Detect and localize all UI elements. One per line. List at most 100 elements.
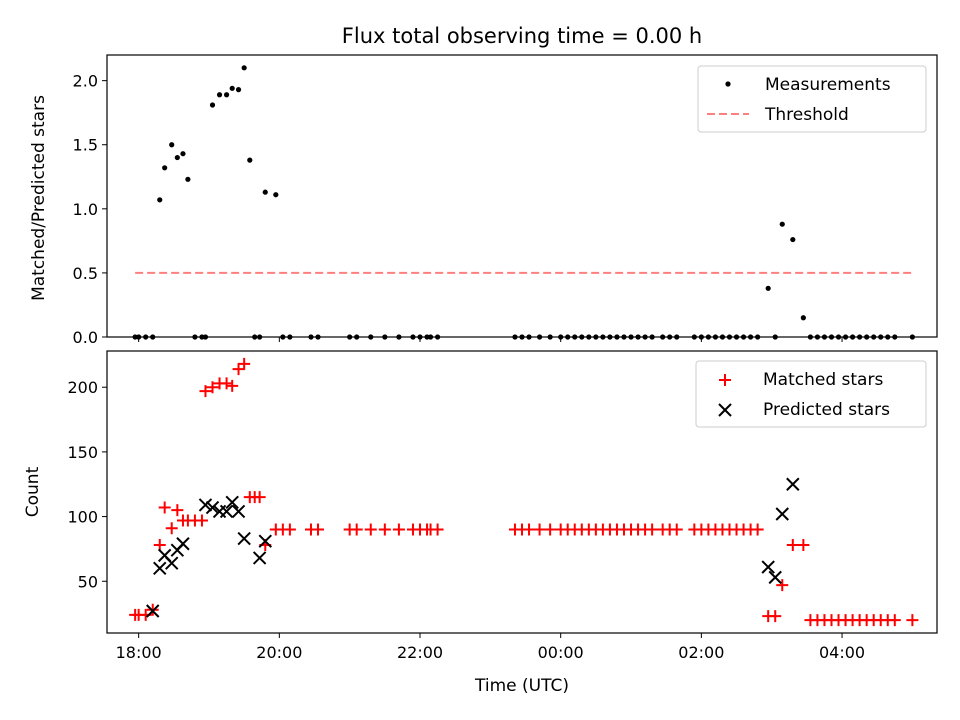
- bottom-axes-frame: [106, 350, 938, 634]
- matched-star-point: [226, 379, 239, 392]
- predicted-star-point: [252, 551, 267, 565]
- measurement-point: [765, 285, 771, 291]
- matched-star-point: [392, 523, 405, 536]
- matched-star-point: [238, 357, 251, 370]
- predicted-star-point: [231, 504, 246, 519]
- matched-star-point: [769, 610, 782, 623]
- measurement-point: [185, 176, 191, 182]
- bottom-legend: Matched stars Predicted stars: [695, 360, 927, 428]
- bottom-y-axis: 50 100 150 200: [67, 378, 107, 591]
- matched-star-point: [153, 539, 166, 552]
- top-legend: Measurements Threshold: [697, 65, 927, 133]
- matched-star-point: [797, 539, 810, 552]
- measurement-point: [174, 154, 180, 161]
- matched-star-point: [312, 523, 325, 536]
- measurement-point: [273, 192, 279, 198]
- measurement-point: [247, 157, 253, 163]
- bottom-legend-box: [695, 360, 927, 428]
- matched-star-point: [751, 523, 764, 536]
- measurement-point: [209, 102, 216, 108]
- top-legend-box: [697, 65, 927, 133]
- matched-star-point: [646, 523, 659, 536]
- matched-stars-legend-label: Matched stars: [763, 370, 883, 390]
- top-ylabel: Matched/Predicted stars: [29, 95, 49, 301]
- matched-star-point: [165, 522, 178, 535]
- matched-star-point: [158, 501, 171, 514]
- measurement-point: [800, 315, 806, 321]
- matched-star-point: [220, 377, 233, 390]
- matched-star-point: [888, 614, 901, 627]
- measurement-point: [235, 87, 242, 93]
- top-panel: Flux total observing time = 0.00 h Match…: [29, 24, 938, 347]
- x-tick-label: 04:00: [819, 643, 865, 662]
- top-data-area: [132, 65, 915, 340]
- measurement-point: [169, 142, 175, 148]
- predicted-star-point: [176, 537, 190, 551]
- y-tick-label: 1.0: [73, 200, 98, 219]
- measurement-point: [779, 221, 785, 227]
- matched-star-point: [378, 523, 391, 536]
- measurement-point: [180, 151, 186, 157]
- measurement-point: [229, 85, 235, 91]
- predicted-star-point: [258, 534, 272, 548]
- y-tick-label: 2.0: [73, 72, 98, 91]
- predicted-star-point: [219, 504, 234, 519]
- x-tick-label: 22:00: [397, 643, 443, 662]
- bottom-panel: Count Time (UTC) 50 100 150 200 18:00 20:00 2…: [23, 350, 938, 696]
- predicted-star-point: [237, 531, 251, 546]
- measurement-point: [241, 65, 247, 71]
- top-y-axis: 0.0 0.5 1.0 1.5 2.0: [73, 72, 107, 347]
- y-tick-label: 0.0: [73, 328, 98, 347]
- bottom-data-area: [129, 357, 919, 627]
- x-tick-label: 02:00: [678, 643, 724, 662]
- y-tick-label: 50: [78, 572, 98, 591]
- matched-stars-legend-marker: [719, 374, 731, 386]
- matched-star-point: [776, 579, 789, 592]
- x-tick-label: 00:00: [538, 643, 584, 662]
- predicted-star-point: [768, 570, 782, 585]
- matched-star-point: [523, 523, 536, 536]
- predicted-star-point: [198, 498, 213, 512]
- top-axes-frame: [106, 54, 938, 338]
- matched-star-point: [350, 523, 363, 536]
- matched-star-point: [253, 491, 266, 504]
- y-tick-label: 200: [67, 378, 98, 397]
- matched-star-point: [206, 381, 219, 394]
- matched-star-point: [544, 523, 557, 536]
- predicted-star-point: [146, 604, 160, 618]
- predicted-star-point: [225, 495, 239, 510]
- y-tick-label: 100: [67, 508, 98, 527]
- matched-star-point: [171, 504, 184, 517]
- measurement-point: [216, 92, 223, 98]
- y-tick-label: 0.5: [73, 264, 98, 283]
- matched-star-point: [786, 539, 799, 552]
- threshold-legend-label: Threshold: [764, 105, 849, 125]
- predicted-star-point: [786, 477, 800, 491]
- y-tick-label: 150: [67, 443, 98, 462]
- measurements-legend-label: Measurements: [765, 75, 891, 95]
- top-x-ticks: [138, 337, 843, 342]
- bottom-ylabel: Count: [23, 466, 43, 517]
- y-tick-label: 1.5: [73, 136, 98, 155]
- measurement-point: [162, 165, 168, 171]
- matched-star-point: [431, 523, 444, 536]
- predicted-stars-legend-label: Predicted stars: [763, 400, 890, 420]
- matched-star-point: [283, 523, 296, 536]
- predicted-star-point: [775, 507, 789, 521]
- matched-star-point: [670, 523, 683, 536]
- predicted-star-point: [205, 500, 220, 515]
- measurements-legend-marker: [725, 81, 731, 87]
- matched-star-point: [364, 523, 377, 536]
- predicted-star-point: [165, 556, 179, 570]
- matched-star-point: [906, 614, 919, 627]
- matched-star-point: [195, 514, 208, 527]
- matched-star-point: [199, 385, 212, 398]
- matched-star-point: [533, 523, 546, 536]
- predicted-star-point: [153, 561, 167, 576]
- measurement-point: [223, 92, 230, 98]
- bottom-x-axis: 18:00 20:00 22:00 00:00 02:00 04:00: [116, 633, 865, 662]
- top-title: Flux total observing time = 0.00 h: [342, 24, 702, 48]
- bottom-xlabel: Time (UTC): [474, 676, 569, 696]
- x-tick-label: 18:00: [116, 643, 162, 662]
